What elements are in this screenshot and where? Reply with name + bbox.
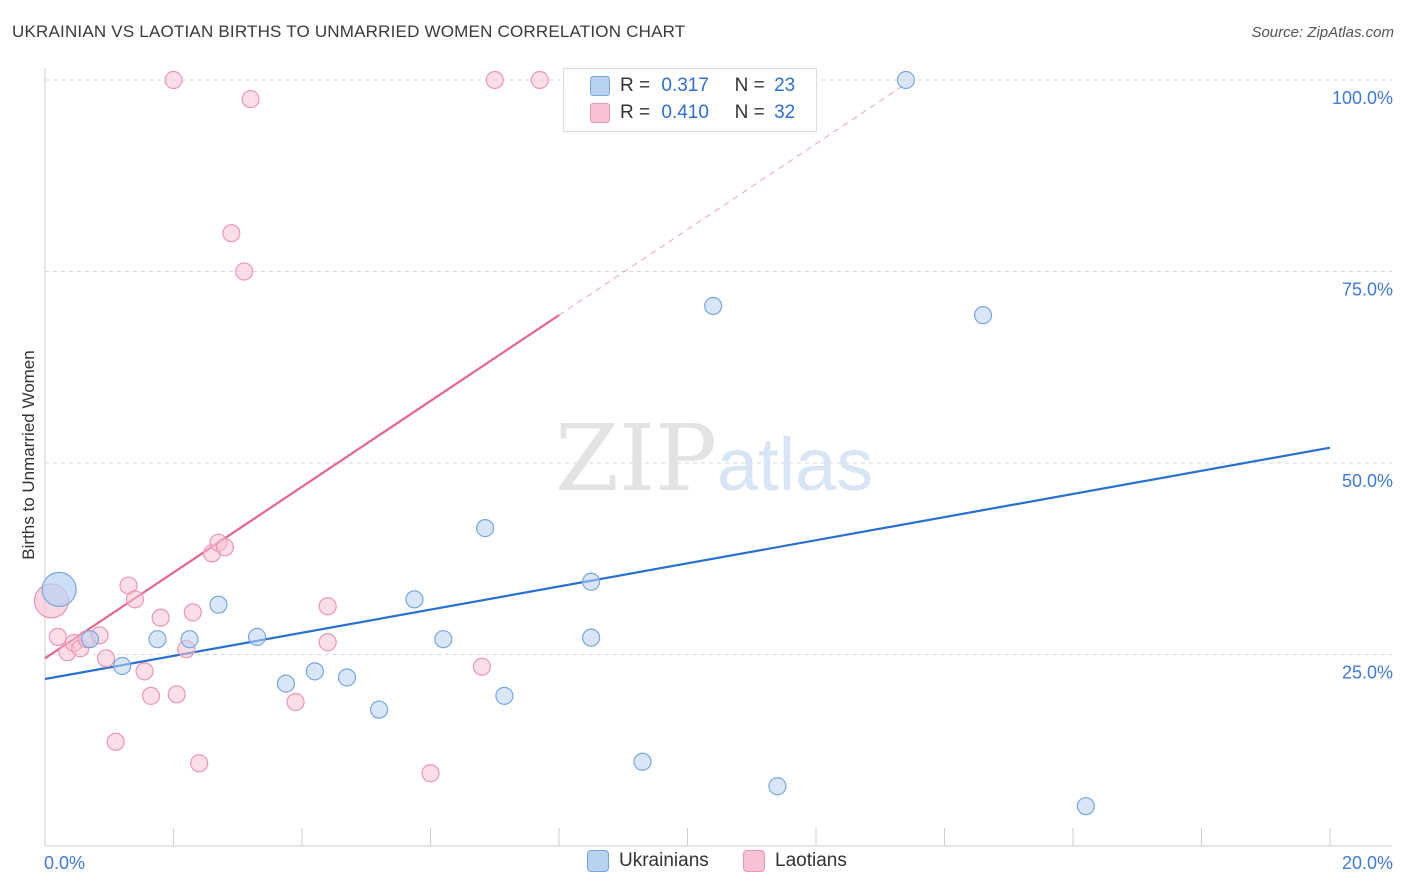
data-point-ukrainians <box>973 306 993 325</box>
data-point-laotians <box>485 70 504 90</box>
data-point-laotians <box>472 657 491 676</box>
data-point-ukrainians <box>180 630 199 649</box>
legend-n-label: N = <box>734 75 765 96</box>
data-point-ukrainians <box>704 296 723 316</box>
legend-item-laotians[interactable]: Laotians <box>743 850 847 872</box>
x-tick-label-start: 0.0% <box>44 853 85 873</box>
data-point-ukrainians <box>434 630 453 649</box>
trend-lines <box>44 83 1331 681</box>
x-tick-label-end: 20.0% <box>1342 853 1393 873</box>
trend-line-laotians <box>44 314 560 660</box>
legend-swatch-ukrainians <box>587 850 609 872</box>
data-point-laotians <box>48 627 67 646</box>
data-point-laotians <box>135 662 154 681</box>
data-point-laotians <box>215 538 234 557</box>
legend-r-value: 0.317 <box>661 75 709 96</box>
grid-lines <box>45 79 1392 655</box>
legend-n-value: 32 <box>774 102 796 123</box>
data-point-ukrainians <box>41 571 77 607</box>
data-point-laotians <box>190 754 209 773</box>
data-point-ukrainians <box>1076 797 1095 816</box>
data-point-laotians <box>96 649 116 668</box>
legend-n-value: 23 <box>774 75 796 96</box>
legend-swatch-laotians <box>743 850 765 872</box>
legend-r-label: R = <box>620 75 651 96</box>
y-tick-label: 100.0% <box>1332 88 1393 108</box>
data-point-ukrainians <box>582 572 601 591</box>
watermark-atlas: atlas <box>717 423 873 506</box>
legend-label-ukrainians: Ukrainians <box>619 850 709 871</box>
data-point-laotians <box>318 597 337 616</box>
legend-r-value: 0.410 <box>661 102 709 123</box>
data-point-laotians <box>164 70 183 90</box>
data-points <box>33 70 1095 816</box>
series-legend: Ukrainians Laotians <box>0 850 1406 878</box>
data-point-ukrainians <box>148 630 167 649</box>
data-point-ukrainians <box>896 70 916 90</box>
y-tick-label: 75.0% <box>1342 280 1393 300</box>
data-point-laotians <box>235 262 254 281</box>
data-point-laotians <box>167 685 186 704</box>
legend-label-laotians: Laotians <box>775 850 847 871</box>
data-point-laotians <box>125 590 145 609</box>
data-point-ukrainians <box>276 674 296 693</box>
source-label: Source: ZipAtlas.com <box>1251 24 1394 41</box>
legend-swatch-ukrainians <box>590 76 610 96</box>
watermark: ZIP atlas <box>555 405 873 512</box>
data-point-ukrainians <box>337 668 357 687</box>
data-point-laotians <box>530 70 549 90</box>
y-axis-label: Births to Unmarried Women <box>19 350 38 559</box>
y-tick-label: 25.0% <box>1342 663 1393 683</box>
data-point-ukrainians <box>247 627 267 646</box>
data-point-ukrainians <box>80 630 100 649</box>
legend-n-label: N = <box>734 102 765 123</box>
data-point-laotians <box>241 90 260 109</box>
data-point-laotians <box>222 224 241 243</box>
data-point-laotians <box>286 692 305 712</box>
data-point-laotians <box>421 764 440 783</box>
data-point-ukrainians <box>370 700 389 719</box>
data-point-ukrainians <box>495 686 514 705</box>
watermark-zip: ZIP <box>555 405 717 512</box>
data-point-laotians <box>106 732 125 751</box>
tick-labels: 25.0% 50.0% 75.0% 100.0% 0.0% 20.0% <box>44 88 1393 873</box>
data-point-ukrainians <box>305 662 324 681</box>
data-point-ukrainians <box>112 656 132 676</box>
stats-legend: R = 0.317 N = 23 R = 0.410 N = 32 <box>563 68 817 132</box>
data-point-laotians <box>141 686 161 705</box>
data-point-ukrainians <box>768 777 787 796</box>
y-tick-label: 50.0% <box>1342 471 1393 491</box>
axes <box>44 68 1392 847</box>
data-point-laotians <box>151 608 170 627</box>
legend-swatch-laotians <box>590 103 610 123</box>
legend-item-ukrainians[interactable]: Ukrainians <box>587 850 709 872</box>
data-point-laotians <box>183 603 202 622</box>
data-point-laotians <box>318 633 337 652</box>
trend-line-laotians-extension <box>558 83 907 316</box>
data-point-ukrainians <box>209 595 228 614</box>
chart-title: UKRAINIAN VS LAOTIAN BIRTHS TO UNMARRIED… <box>12 22 686 41</box>
legend-r-label: R = <box>620 102 651 123</box>
data-point-ukrainians <box>476 519 495 538</box>
data-point-ukrainians <box>582 628 601 647</box>
data-point-ukrainians <box>405 590 424 609</box>
data-point-ukrainians <box>633 752 652 771</box>
